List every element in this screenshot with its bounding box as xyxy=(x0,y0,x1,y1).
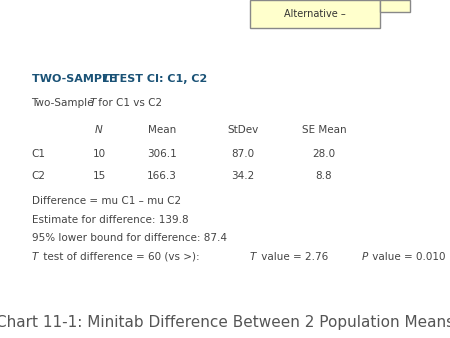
Text: 15: 15 xyxy=(92,171,106,181)
Text: T: T xyxy=(89,98,95,108)
Bar xyxy=(380,0,410,12)
Text: Alternative –: Alternative – xyxy=(284,9,346,19)
Text: SE Mean: SE Mean xyxy=(302,125,346,135)
Text: TWO-SAMPLE: TWO-SAMPLE xyxy=(32,74,120,84)
Text: Mean: Mean xyxy=(148,125,176,135)
Text: 34.2: 34.2 xyxy=(231,171,255,181)
Text: C1: C1 xyxy=(32,149,45,159)
Text: value = 0.010: value = 0.010 xyxy=(369,252,450,262)
Text: T: T xyxy=(250,252,256,262)
Text: Difference = mu C1 – mu C2: Difference = mu C1 – mu C2 xyxy=(32,196,180,206)
Text: T: T xyxy=(101,74,109,84)
Text: 95% lower bound for difference: 87.4: 95% lower bound for difference: 87.4 xyxy=(32,233,226,243)
Text: TEST CI: C1, C2: TEST CI: C1, C2 xyxy=(108,74,207,84)
Text: test of difference = 60 (vs >):: test of difference = 60 (vs >): xyxy=(40,252,202,262)
Text: 28.0: 28.0 xyxy=(312,149,336,159)
Text: 87.0: 87.0 xyxy=(231,149,255,159)
Text: value = 2.76: value = 2.76 xyxy=(258,252,338,262)
Text: P: P xyxy=(361,252,368,262)
Text: Chart 11-1: Minitab Difference Between 2 Population Means: Chart 11-1: Minitab Difference Between 2… xyxy=(0,315,450,330)
Bar xyxy=(250,0,380,28)
Text: Estimate for difference: 139.8: Estimate for difference: 139.8 xyxy=(32,215,188,225)
Text: 10: 10 xyxy=(92,149,106,159)
Text: T: T xyxy=(32,252,38,262)
Text: 166.3: 166.3 xyxy=(147,171,177,181)
Text: for C1 vs C2: for C1 vs C2 xyxy=(94,98,162,108)
Text: 306.1: 306.1 xyxy=(147,149,177,159)
Text: C2: C2 xyxy=(32,171,45,181)
Text: Two-Sample: Two-Sample xyxy=(32,98,97,108)
Text: StDev: StDev xyxy=(227,125,259,135)
Text: N: N xyxy=(95,125,103,135)
Text: 8.8: 8.8 xyxy=(316,171,332,181)
